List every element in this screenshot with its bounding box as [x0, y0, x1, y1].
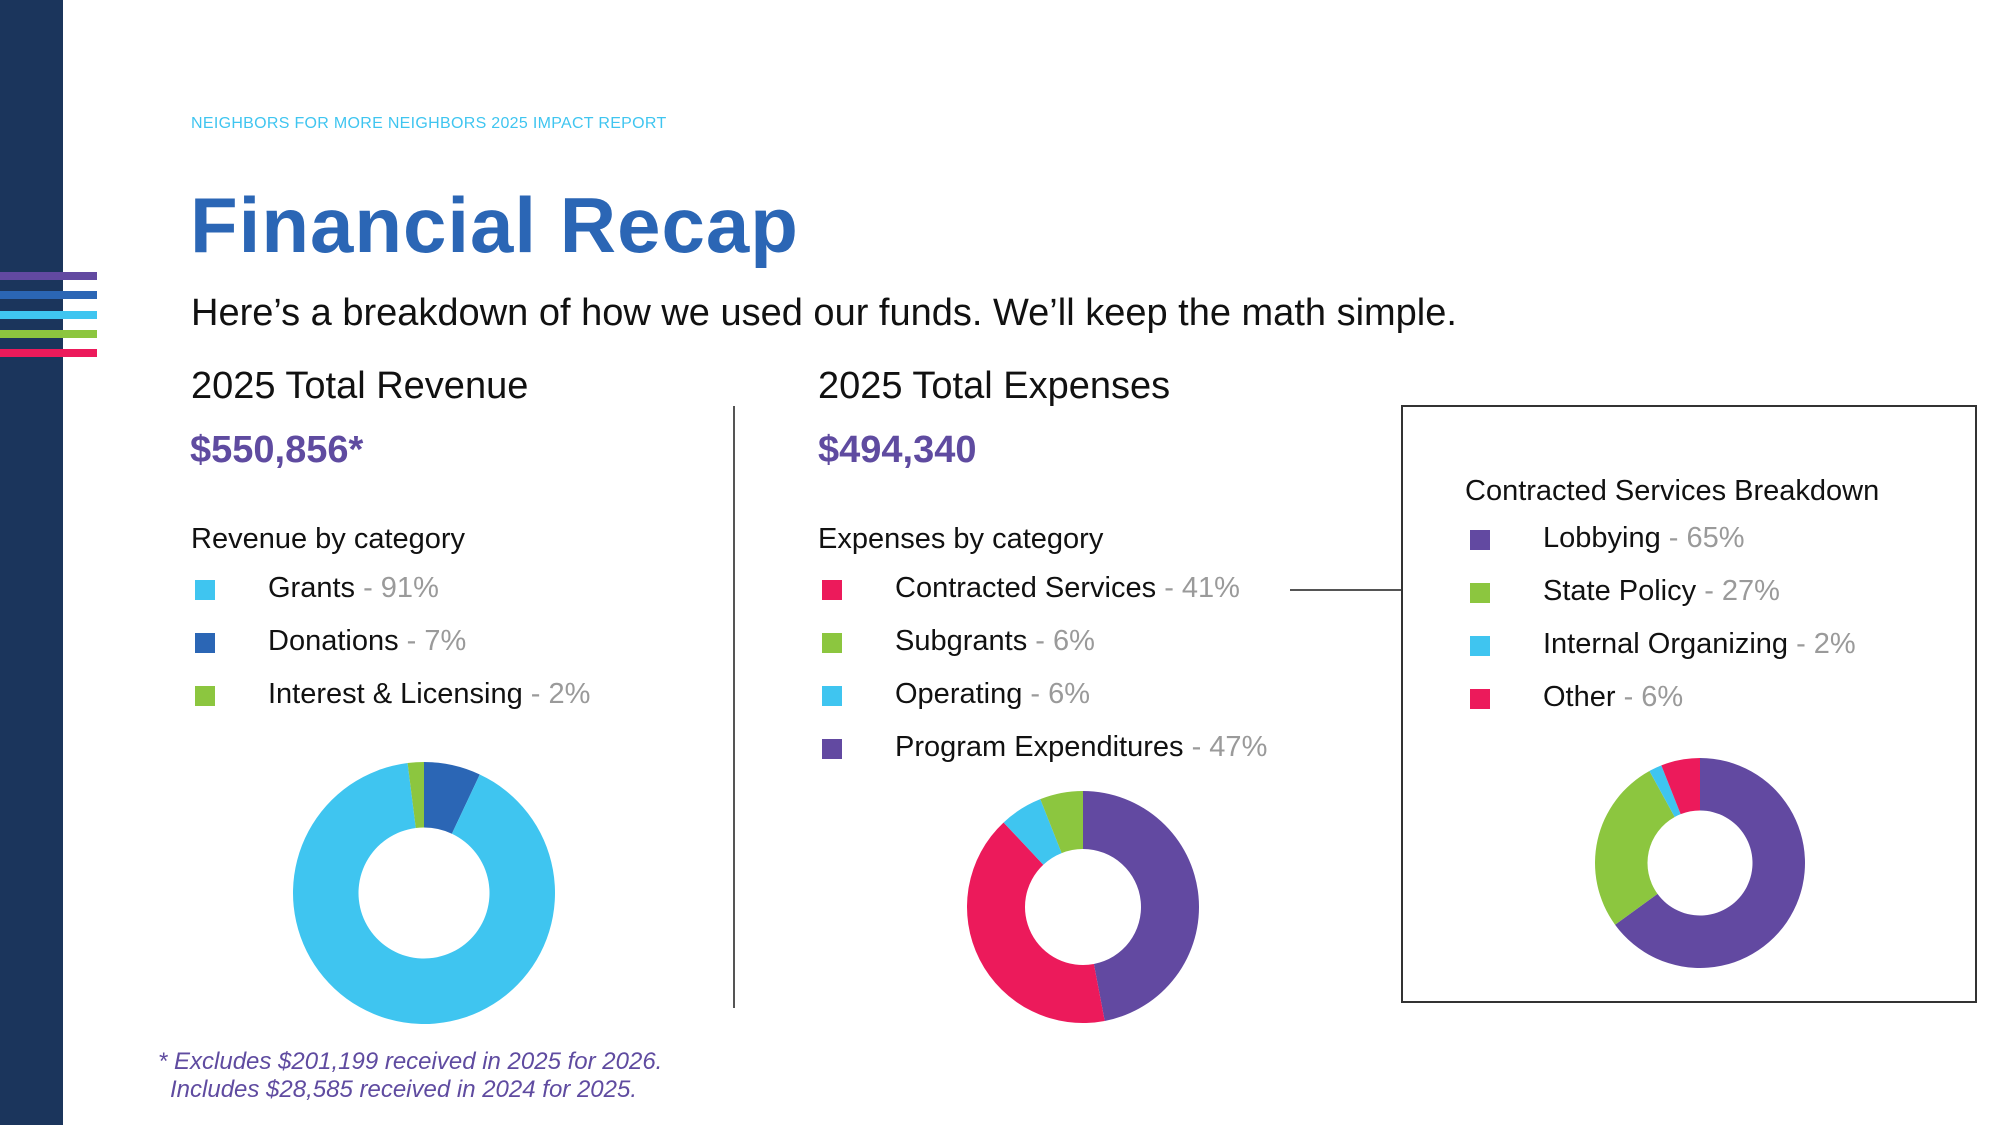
square-icon: [822, 580, 842, 600]
footnote-line-1: * Excludes $201,199 received in 2025 for…: [158, 1048, 663, 1075]
revenue-total: $550,856*: [190, 429, 364, 471]
contracted-slice-other: [1661, 758, 1700, 815]
expenses-slice-program-expenditures: [1083, 791, 1199, 1021]
contracted-legend-label: Internal Organizing - 2%: [1543, 628, 1856, 661]
section-divider: [733, 406, 735, 1008]
square-icon: [822, 739, 842, 759]
contracted-category-percent: - 27%: [1704, 575, 1780, 607]
contracted-slice-internal-organizing: [1649, 765, 1681, 817]
stripe-0: [0, 272, 97, 280]
page-title: Financial Recap: [190, 181, 799, 269]
contracted-category-name: Internal Organizing: [1543, 628, 1789, 660]
revenue-legend-label: Donations - 7%: [268, 625, 466, 658]
stripe-2: [0, 311, 97, 319]
square-icon: [822, 686, 842, 706]
revenue-legend-label: Grants - 91%: [268, 572, 439, 605]
expenses-category-name: Operating: [895, 678, 1023, 710]
square-icon: [195, 633, 215, 653]
stripe-1: [0, 291, 97, 299]
expenses-donut-chart: [967, 791, 1199, 1023]
square-icon: [195, 686, 215, 706]
contracted-legend-label: State Policy - 27%: [1543, 575, 1780, 608]
revenue-category-heading: Revenue by category: [191, 523, 466, 555]
stripe-4: [0, 349, 97, 357]
revenue-slice-interest-licensing: [407, 762, 424, 829]
square-icon: [1470, 583, 1490, 603]
revenue-heading: 2025 Total Revenue: [191, 365, 529, 407]
contracted-legend-label: Other - 6%: [1543, 681, 1683, 714]
square-icon: [1470, 530, 1490, 550]
revenue-category-percent: - 91%: [363, 572, 439, 604]
square-icon: [822, 633, 842, 653]
expenses-legend-label: Program Expenditures - 47%: [895, 731, 1267, 764]
contracted-category-percent: - 2%: [1796, 628, 1856, 660]
expenses-heading: 2025 Total Expenses: [818, 365, 1171, 407]
contracted-category-name: State Policy: [1543, 575, 1697, 607]
expenses-slice-contracted-services: [967, 822, 1105, 1023]
expenses-slice-subgrants: [1040, 791, 1083, 854]
revenue-slice-grants: [293, 763, 555, 1024]
expenses-total: $494,340: [818, 429, 977, 471]
contracted-services-box: [1401, 405, 1977, 1003]
revenue-donut-chart: [293, 762, 555, 1024]
expenses-legend-label: Contracted Services - 41%: [895, 572, 1240, 605]
expenses-slice-operating: [1003, 799, 1062, 865]
revenue-category-percent: - 2%: [530, 678, 591, 710]
contracted-category-name: Other: [1543, 681, 1616, 713]
expenses-category-percent: - 47%: [1191, 731, 1268, 763]
expenses-category-name: Subgrants: [895, 625, 1028, 657]
expenses-category-name: Contracted Services: [895, 572, 1157, 604]
page-subtitle: Here’s a breakdown of how we used our fu…: [191, 292, 1457, 334]
contracted-legend-label: Lobbying - 65%: [1543, 522, 1745, 555]
stripe-3: [0, 330, 97, 338]
revenue-category-percent: - 7%: [406, 625, 467, 657]
report-eyebrow: NEIGHBORS FOR MORE NEIGHBORS 2025 IMPACT…: [191, 115, 667, 132]
revenue-legend-label: Interest & Licensing - 2%: [268, 678, 590, 711]
revenue-category-name: Grants: [268, 572, 356, 604]
expenses-category-percent: - 41%: [1164, 572, 1240, 604]
expenses-category-percent: - 6%: [1030, 678, 1091, 710]
sidebar-band: [0, 0, 63, 1125]
expenses-category-percent: - 6%: [1035, 625, 1095, 657]
footnote-line-2: Includes $28,585 received in 2024 for 20…: [170, 1076, 638, 1103]
revenue-slice-donations: [424, 762, 480, 834]
connector-line: [1290, 589, 1402, 591]
contracted-slice-state-policy: [1595, 770, 1675, 925]
square-icon: [1470, 689, 1490, 709]
square-icon: [195, 580, 215, 600]
contracted-category-percent: - 6%: [1623, 681, 1684, 713]
revenue-category-name: Donations: [268, 625, 399, 657]
contracted-slice-lobbying: [1615, 758, 1805, 968]
revenue-category-name: Interest & Licensing: [268, 678, 523, 710]
footnote: * Excludes $201,199 received in 2025 for…: [158, 1048, 662, 1104]
expenses-legend-label: Operating - 6%: [895, 678, 1090, 711]
contracted-category-name: Lobbying: [1543, 522, 1661, 554]
contracted-category-percent: - 65%: [1668, 522, 1745, 554]
square-icon: [1470, 636, 1490, 656]
contracted-donut-chart: [1595, 758, 1805, 968]
expenses-category-name: Program Expenditures: [895, 731, 1184, 763]
expenses-category-heading: Expenses by category: [818, 523, 1104, 555]
contracted-heading: Contracted Services Breakdown: [1465, 475, 1880, 507]
expenses-legend-label: Subgrants - 6%: [895, 625, 1095, 658]
